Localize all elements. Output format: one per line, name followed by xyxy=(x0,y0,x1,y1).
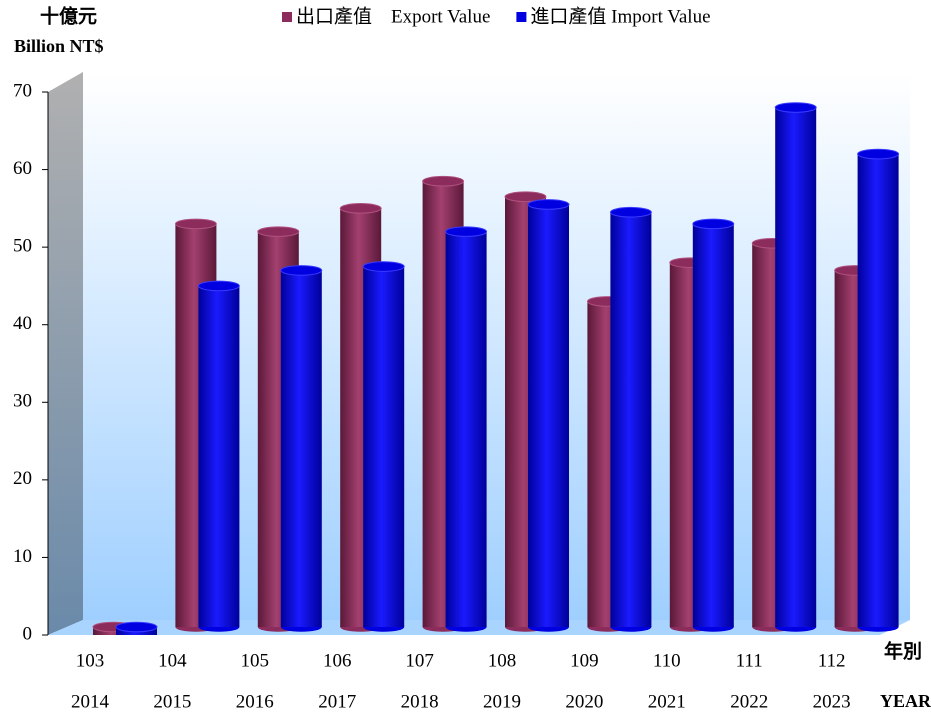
bar xyxy=(857,154,899,628)
x-axis-title-en: YEAR xyxy=(880,691,931,711)
y-tick-label: 60 xyxy=(13,158,32,179)
x-tick-label-ad: 2020 xyxy=(565,691,603,712)
bar-top xyxy=(422,175,465,187)
x-tick-label: 110 xyxy=(653,650,681,671)
x-tick-label: 103 xyxy=(76,650,105,671)
cylinder xyxy=(774,102,817,632)
bar-top xyxy=(339,203,382,214)
cylinder xyxy=(857,148,900,632)
y-tick-label: 30 xyxy=(13,391,32,412)
bar xyxy=(445,231,487,627)
cylinder xyxy=(280,265,323,632)
bar-top xyxy=(257,226,300,237)
bar-top xyxy=(692,218,735,230)
bar xyxy=(775,107,817,627)
x-tick-label-ad: 2019 xyxy=(483,691,521,712)
x-tick-label-ad: 2016 xyxy=(236,691,274,712)
bar-top xyxy=(527,199,570,210)
legend-label: 進口產值 Import Value xyxy=(530,5,710,27)
bar-top xyxy=(115,621,158,633)
legend: 出口產值 Export Value 進口產值 Import Value xyxy=(282,5,711,27)
bar xyxy=(610,212,652,627)
y-tick-label: 20 xyxy=(13,468,32,489)
y-axis-title: 十億元 xyxy=(40,4,97,27)
y-tick-label: 0 xyxy=(23,623,33,644)
legend-swatch xyxy=(516,12,527,22)
bar xyxy=(692,223,734,627)
y-axis-unit: Billion NT$ xyxy=(14,36,104,56)
bar xyxy=(198,285,240,627)
bar-top xyxy=(362,261,405,272)
cylinder xyxy=(527,199,570,632)
bar xyxy=(528,204,569,627)
x-tick-label: 104 xyxy=(158,650,187,671)
cylinder xyxy=(362,261,405,632)
x-tick-label: 109 xyxy=(570,650,599,671)
y-tick-label: 70 xyxy=(13,80,32,101)
x-tick-label: 108 xyxy=(488,650,517,671)
bar-top xyxy=(174,218,217,230)
x-tick-label: 106 xyxy=(323,650,352,671)
legend-label: 出口產值 Export Value xyxy=(296,5,490,27)
bar-top xyxy=(445,226,488,237)
x-axis-title: 年別 xyxy=(884,639,922,662)
x-tick-label: 107 xyxy=(405,650,434,671)
x-tick-label-ad: 2017 xyxy=(318,691,356,712)
x-tick-label-ad: 2023 xyxy=(813,691,851,712)
x-tick-label-ad: 2021 xyxy=(648,691,686,712)
cylinder xyxy=(692,218,735,632)
x-tick-label-ad: 2018 xyxy=(401,691,439,712)
x-tick-label: 111 xyxy=(736,650,763,671)
cylinder xyxy=(115,621,158,635)
bar-top xyxy=(774,102,817,113)
x-tick-label: 112 xyxy=(818,650,846,671)
bar-top xyxy=(197,280,240,292)
bar xyxy=(280,270,322,627)
x-tick-label-ad: 2014 xyxy=(71,691,110,712)
cylinder xyxy=(609,206,652,632)
x-tick-label-ad: 2015 xyxy=(153,691,191,712)
bar-top xyxy=(280,265,323,276)
bar-top xyxy=(857,148,900,160)
y-tick-label: 50 xyxy=(13,236,32,257)
bar xyxy=(363,266,405,627)
legend-swatch xyxy=(282,12,292,22)
bar-top xyxy=(609,206,652,218)
side-wall xyxy=(48,72,83,635)
bar-top xyxy=(504,191,547,203)
cylinder xyxy=(197,280,240,632)
y-tick-label: 40 xyxy=(13,313,32,334)
cylinder xyxy=(445,226,488,632)
x-tick-label: 105 xyxy=(241,650,270,671)
y-tick-label: 10 xyxy=(13,546,32,567)
x-tick-label-ad: 2022 xyxy=(730,691,768,712)
